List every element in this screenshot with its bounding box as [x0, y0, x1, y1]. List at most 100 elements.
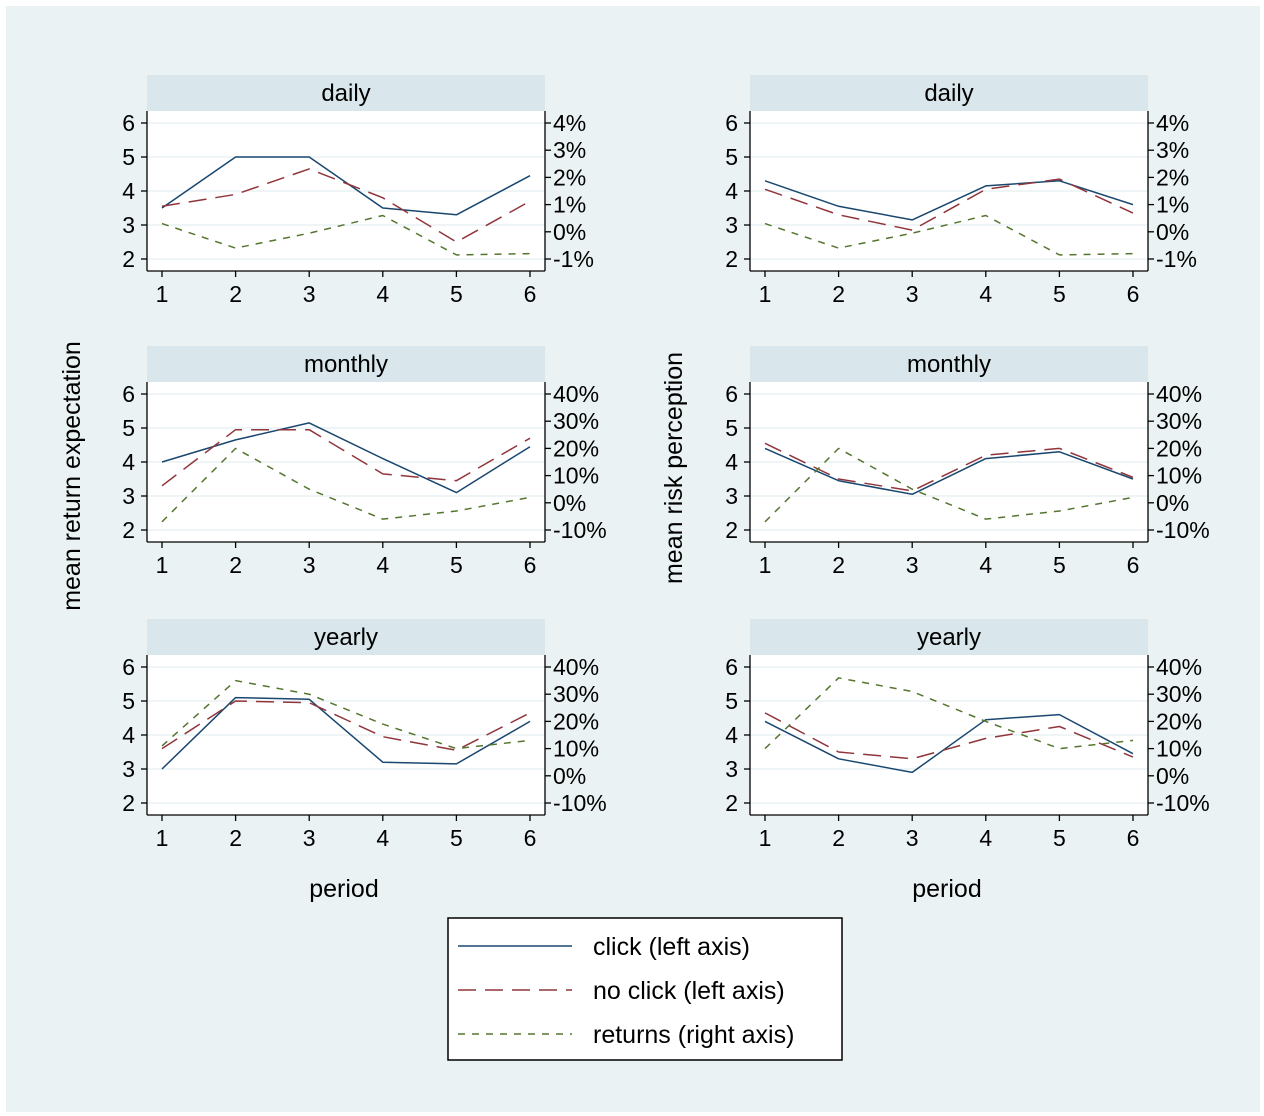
- x-tick-label: 5: [450, 825, 463, 851]
- series-line-returns: [161, 214, 531, 256]
- y-tick-label-right: 0%: [1156, 763, 1189, 789]
- y-tick-label-right: -1%: [553, 246, 594, 272]
- x-tick-label: 5: [450, 552, 463, 578]
- x-axis-label-left: period: [309, 875, 379, 903]
- y-tick-label-right: 30%: [1156, 408, 1202, 434]
- x-tick-label: 2: [832, 825, 845, 851]
- x-tick-label: 4: [376, 825, 389, 851]
- x-tick-label: 1: [759, 825, 772, 851]
- x-tick-label: 2: [229, 825, 242, 851]
- x-tick-label: 2: [229, 281, 242, 307]
- series-line-no-click: [764, 712, 1134, 760]
- x-tick-label: 3: [906, 281, 919, 307]
- x-tick-label: 4: [376, 281, 389, 307]
- chart-figure: daily 2 3 4 5 6 -1% 0% 1% 2% 3% 4% 1 2 3 4 5 6 daily 2 3 4 5 6-…: [6, 6, 1260, 1112]
- panel-title: yearly: [314, 624, 378, 651]
- panel-title: monthly: [907, 351, 991, 378]
- y-tick-label-left: 6: [122, 381, 135, 407]
- y-tick-label-left: 6: [122, 654, 135, 680]
- series-line-no-click: [764, 178, 1134, 231]
- series-line-returns: [764, 214, 1134, 256]
- y-tick-label-right: 2%: [553, 164, 586, 190]
- series-line-no-click: [161, 700, 531, 752]
- x-tick-label: 2: [832, 281, 845, 307]
- y-tick-label-right: 30%: [1156, 681, 1202, 707]
- y-tick-label-left: 5: [122, 144, 135, 170]
- x-tick-label: 5: [1053, 825, 1066, 851]
- y-tick-label-right: 20%: [1156, 708, 1202, 734]
- y-tick-label-right: 0%: [1156, 490, 1189, 516]
- y-tick-label-left: 3: [725, 212, 738, 238]
- y-tick-label-right: -10%: [553, 517, 607, 543]
- y-tick-label-left: 5: [122, 688, 135, 714]
- y-tick-label-right: 30%: [553, 681, 599, 707]
- y-tick-label-right: 10%: [553, 463, 599, 489]
- x-tick-label: 1: [759, 552, 772, 578]
- y-tick-label-right: 0%: [1156, 219, 1189, 245]
- y-tick-label-left: 6: [725, 654, 738, 680]
- y-tick-label-left: 5: [725, 144, 738, 170]
- x-tick-label: 1: [156, 825, 169, 851]
- x-tick-label: 2: [229, 552, 242, 578]
- y-tick-label-left: 6: [122, 110, 135, 136]
- y-tick-label-right: 40%: [1156, 381, 1202, 407]
- y-tick-label-right: 10%: [1156, 463, 1202, 489]
- series-line-click: [161, 422, 531, 494]
- y-tick-label-left: 2: [725, 246, 738, 272]
- y-tick-label-right: 20%: [553, 435, 599, 461]
- y-tick-label-right: -1%: [1156, 246, 1197, 272]
- y-tick-label-left: 6: [725, 381, 738, 407]
- x-tick-label: 3: [303, 281, 316, 307]
- y-tick-label-right: 30%: [553, 408, 599, 434]
- y-tick-label-right: 0%: [553, 763, 586, 789]
- series-line-returns: [161, 679, 531, 750]
- y-tick-label-right: 1%: [1156, 192, 1189, 218]
- panel-title: daily: [321, 80, 370, 107]
- y-tick-label-left: 2: [725, 517, 738, 543]
- y-tick-label-right: 10%: [1156, 736, 1202, 762]
- panel-header: [750, 75, 1148, 111]
- series-line-no-click: [161, 428, 531, 487]
- series-line-click: [161, 696, 531, 770]
- y-tick-label-left: 3: [122, 483, 135, 509]
- y-tick-label-right: 0%: [553, 490, 586, 516]
- y-tick-label-right: -10%: [1156, 517, 1210, 543]
- panel-title: yearly: [917, 624, 981, 651]
- y-tick-label-right: 20%: [1156, 435, 1202, 461]
- y-tick-label-left: 4: [122, 449, 135, 475]
- x-tick-label: 1: [759, 281, 772, 307]
- y-tick-label-left: 5: [725, 415, 738, 441]
- y-tick-label-left: 3: [725, 483, 738, 509]
- panel-header: [750, 619, 1148, 655]
- series-line-returns: [764, 677, 1134, 750]
- series-line-click: [764, 713, 1134, 774]
- x-tick-label: 3: [906, 825, 919, 851]
- series-line-no-click: [764, 442, 1134, 492]
- y-tick-label-right: 10%: [553, 736, 599, 762]
- panel-header: [750, 346, 1148, 382]
- x-tick-label: 5: [450, 281, 463, 307]
- legend: click (left axis) no click (left axis) r…: [447, 917, 843, 1061]
- legend-label-click: click (left axis): [593, 933, 750, 961]
- y-tick-label-left: 4: [725, 722, 738, 748]
- y-tick-label-right: 40%: [553, 654, 599, 680]
- y-tick-label-left: 2: [122, 246, 135, 272]
- y-tick-label-left: 3: [122, 212, 135, 238]
- y-tick-label-left: 2: [122, 790, 135, 816]
- x-tick-label: 1: [156, 552, 169, 578]
- legend-label-returns: returns (right axis): [593, 1021, 794, 1049]
- y-tick-label-left: 4: [725, 178, 738, 204]
- panel-header: [147, 346, 545, 382]
- y-tick-label-right: 3%: [553, 137, 586, 163]
- x-tick-label: 3: [303, 552, 316, 578]
- y-tick-label-left: 3: [725, 756, 738, 782]
- x-tick-label: 1: [156, 281, 169, 307]
- x-tick-label: 4: [979, 825, 992, 851]
- x-tick-label: 2: [832, 552, 845, 578]
- x-tick-label: 4: [979, 281, 992, 307]
